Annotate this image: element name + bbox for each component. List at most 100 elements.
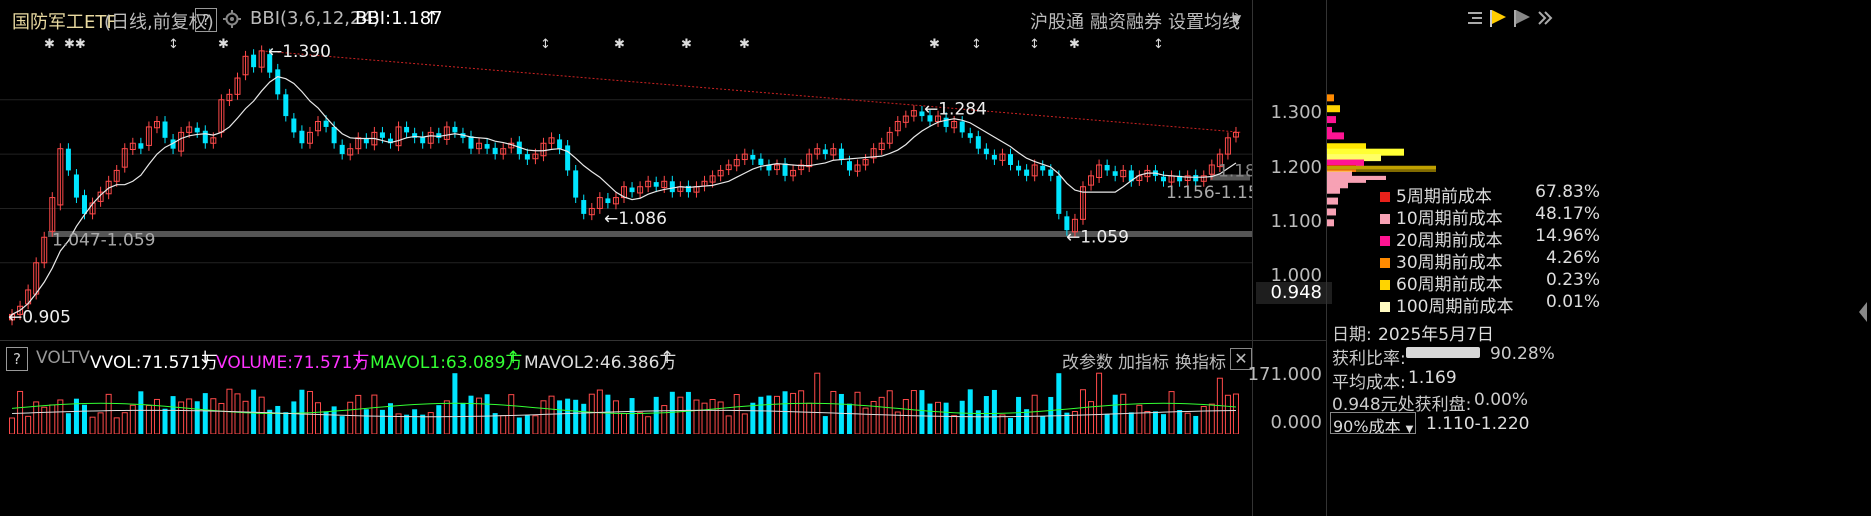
candle-body [1008,154,1014,165]
date-value: 2025年5月7日 [1378,325,1494,345]
volume-bar [178,401,185,434]
candle-body [1071,218,1078,233]
candle-body [532,153,539,160]
cost-bar [1326,154,1381,162]
link-margin[interactable]: 融资融券 [1090,12,1162,33]
security-name[interactable]: 国防军工ETF [12,12,117,33]
volume-bar [766,395,772,434]
volume-indicator-name[interactable]: VOLTV [36,348,90,368]
volume-bar [983,396,989,434]
profit-at-label: 0.948元处获利盘: [1332,395,1472,415]
candle-body [967,133,973,138]
cost-row: 5周期前成本 67.83% [1380,182,1600,207]
volume-bar [588,393,595,434]
price-tick: 1.300 [1270,102,1322,123]
cost-bar [1326,132,1344,140]
volume-bar [395,413,402,434]
collapse-arrow-icon[interactable] [1857,300,1869,328]
volume-bar [532,415,539,434]
volume-bar [121,412,128,434]
volume-bar [1079,389,1086,434]
help-button[interactable]: ? [195,8,217,32]
candle-body [557,139,563,149]
candle-body [629,187,635,193]
switch-indicator-button[interactable]: 换指标 [1175,353,1226,373]
volume-bar [492,413,498,434]
candle-body [766,164,772,171]
cost-row-pct: 0.23% [1545,270,1600,290]
event-marker: ↕ [1153,37,1164,52]
candle-body [798,164,805,171]
candle-body [347,148,354,156]
candle-body [170,139,176,149]
start-low-label: ←0.905 [8,307,71,327]
candle-body [315,121,322,132]
volume-bar [162,408,168,434]
volume-bar [73,398,79,434]
volume-bar [886,390,893,434]
pane-divider [0,340,1326,341]
volume-bar [1128,412,1134,434]
volume-bar [975,410,981,434]
volume-header: ? VOLTV VVOL:71.571万 ↓ VOLUME:71.571万 ↓ … [0,344,1252,374]
cost-row-pct: 4.26% [1545,248,1600,268]
volume-bar [790,392,797,434]
link-hk-connect[interactable]: 沪股通 [1030,12,1084,33]
close-icon[interactable]: ✕ [1230,348,1252,370]
volume-chart[interactable] [0,370,1252,434]
cost-range-value: 1.110-1.220 [1426,414,1530,434]
cost-bar [1326,186,1340,194]
volume-help-button[interactable]: ? [6,347,28,371]
candle-body [870,148,877,159]
flag-gray-icon[interactable] [1512,8,1532,32]
cost-bar [1326,105,1340,113]
volume-bar [669,391,675,434]
link-ma-settings[interactable]: 设置均线 [1168,12,1240,33]
flag-yellow-icon[interactable] [1488,8,1508,32]
indicator-name[interactable]: BBI(3,6,12,24) [250,8,380,29]
ma-line [11,76,1237,315]
candle-body [653,182,659,187]
candle-body [404,126,410,133]
volume-bar [565,398,571,434]
volume-bar [693,399,700,434]
indicator-value: BBI:1.187 [355,8,443,29]
volume-bar [404,414,410,434]
candle-body [452,126,458,133]
cost-bar [1326,126,1332,134]
event-marker: ✱ [218,37,229,52]
price-chart[interactable]: ✱ ✱✱ ↕ ✱ ↕ ✱ ✱ ✱ ✱ ↕ ↕ ✱ ↕←1.390←1.284←1.086←1.059←0… [0,28,1252,340]
volume-bar [967,389,973,434]
gear-icon[interactable] [222,9,242,33]
volume-bar [935,401,942,434]
candle-body [581,200,587,214]
list-icon[interactable] [1466,10,1484,30]
volume-bar [468,395,474,434]
candle-body [910,110,917,117]
volume-bar [234,393,241,434]
cost-row: 100周期前成本 0.01% [1380,292,1600,317]
volume-bar [210,398,217,434]
cost-row-label: 60周期前成本 [1396,275,1503,295]
info-panel: 日期: 2025年5月7日 获利比率: 90.28% 平均成本: 1.169 0… [1326,318,1559,440]
volume-bar [1184,412,1191,434]
cost-bar [1326,181,1348,189]
volume-bar [339,416,345,434]
double-chevron-right-icon[interactable] [1536,9,1554,31]
cost-select[interactable]: 90%成本 ▼ [1330,412,1416,436]
edit-params-button[interactable]: 改参数 [1062,353,1113,373]
volume-bar [1224,394,1231,434]
candle-body [685,185,691,193]
candle-body [565,145,571,171]
volume-bar [910,390,917,434]
volume-bar [1056,373,1062,434]
volume-tick: 0.000 [1270,412,1322,433]
chevron-down-icon[interactable]: ▼ [1232,12,1242,26]
volume-bar [9,417,16,434]
volume-bar [355,394,362,434]
volume-bar [145,404,152,434]
add-indicator-button[interactable]: 加指标 [1118,353,1169,373]
volume-bar [999,414,1006,434]
mavol2-line [12,409,1236,418]
volume-bar [1208,403,1215,434]
